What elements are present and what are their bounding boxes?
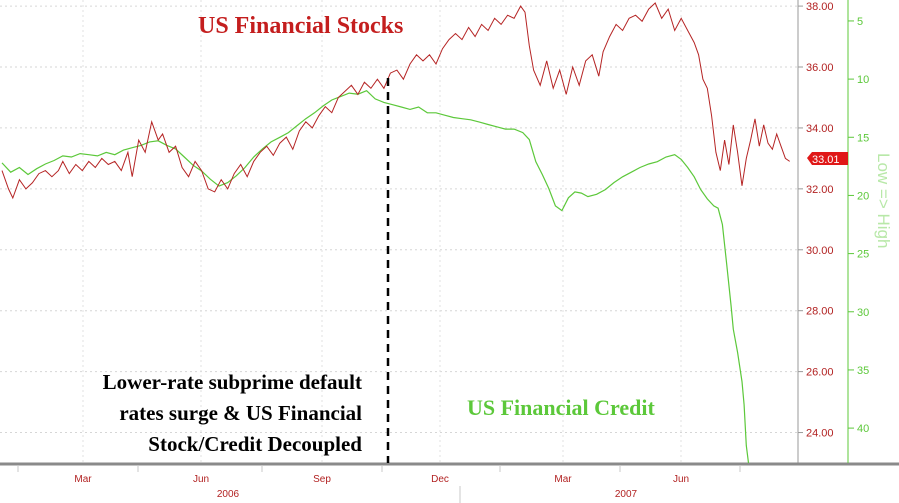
tick-label-year: 2006 bbox=[217, 489, 240, 500]
tick-label-stocks: 36.00 bbox=[806, 62, 834, 74]
tick-label-credit: 15 bbox=[857, 132, 869, 144]
series-line-stocks bbox=[1, 2, 790, 200]
stocks-axis-ticks: 38.00 36.00 34.00 32.00 30.00 28.00 26.00 24.00 bbox=[798, 1, 834, 440]
gridlines bbox=[0, 0, 798, 463]
annotation-line-2: rates surge & US Financial bbox=[119, 401, 362, 425]
x-axis-ticks: Mar Jun Sep Dec Mar Jun 2006 2007 bbox=[17, 465, 741, 503]
tick-label-month: Jun bbox=[673, 474, 689, 485]
tick-label-month: Sep bbox=[313, 474, 331, 485]
tick-label-stocks: 32.00 bbox=[806, 184, 834, 196]
right-axis-title: Low => High bbox=[874, 153, 893, 248]
series-line-credit bbox=[1, 89, 750, 464]
tick-label-stocks: 34.00 bbox=[806, 123, 834, 135]
tick-label-stocks: 28.00 bbox=[806, 306, 834, 318]
tick-label-stocks: 30.00 bbox=[806, 245, 834, 257]
title-credit: US Financial Credit bbox=[467, 395, 656, 420]
tick-label-stocks: 38.00 bbox=[806, 1, 834, 13]
tick-label-credit: 10 bbox=[857, 74, 869, 86]
tick-label-stocks: 24.00 bbox=[806, 428, 834, 440]
tick-label-month: Dec bbox=[431, 474, 449, 485]
title-stocks: US Financial Stocks bbox=[198, 13, 403, 39]
tick-label-credit: 25 bbox=[857, 249, 869, 261]
tick-label-credit: 35 bbox=[857, 365, 869, 377]
credit-axis-ticks: 5 10 15 20 25 30 35 40 bbox=[847, 0, 869, 463]
tick-label-credit: 40 bbox=[857, 423, 869, 435]
tick-label-month: Mar bbox=[74, 474, 92, 485]
annotation-line-1: Lower-rate subprime default bbox=[103, 370, 362, 394]
tick-label-month: Mar bbox=[554, 474, 572, 485]
tick-label-stocks: 26.00 bbox=[806, 367, 834, 379]
tick-label-credit: 5 bbox=[857, 16, 863, 28]
tick-label-credit: 20 bbox=[857, 190, 869, 202]
tick-label-year: 2007 bbox=[615, 489, 638, 500]
last-value-badge: 33.01 bbox=[807, 152, 848, 166]
annotation-line-3: Stock/Credit Decoupled bbox=[148, 432, 362, 456]
last-value-label: 33.01 bbox=[812, 154, 840, 166]
tick-label-month: Jun bbox=[193, 474, 209, 485]
tick-label-credit: 30 bbox=[857, 307, 869, 319]
